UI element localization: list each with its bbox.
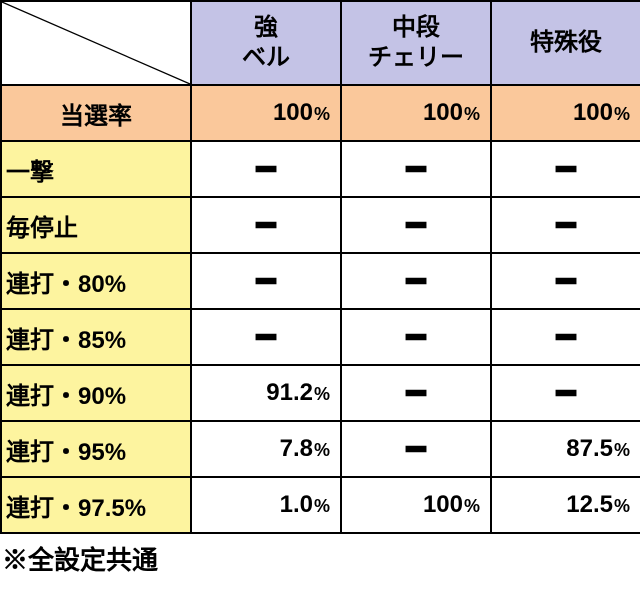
table-cell: ━ [341, 141, 491, 197]
percent-unit: % [314, 440, 330, 460]
cell-number: 12.5 [566, 491, 613, 518]
col-header-1-line2: チェリー [368, 44, 464, 71]
percent-unit: % [614, 496, 630, 516]
cell-number: 7.8 [280, 435, 313, 462]
table-cell: 100% [491, 85, 640, 141]
table-cell: ━ [341, 421, 491, 477]
table-cell: 1.0% [191, 477, 341, 533]
diagonal-line-icon [2, 2, 190, 84]
table-row: 連打・95%7.8%━87.5% [1, 421, 640, 477]
col-header-1-line1: 中段 [392, 14, 440, 41]
col-header-2-line1: 特殊役 [530, 29, 602, 56]
table-cell: ━ [341, 197, 491, 253]
table-cell: ━ [491, 365, 640, 421]
row-label: 連打・85% [1, 309, 191, 365]
col-header-0: 強 ベル [191, 1, 341, 85]
table-row: 連打・97.5%1.0%100%12.5% [1, 477, 640, 533]
table-row: 連打・85%━━━ [1, 309, 640, 365]
table-cell: 91.2% [191, 365, 341, 421]
table-cell: ━ [341, 253, 491, 309]
table-cell: 12.5% [491, 477, 640, 533]
col-header-0-line1: 強 [254, 14, 278, 41]
cell-number: 100 [573, 99, 613, 126]
table-cell: ━ [491, 197, 640, 253]
footnote: ※全設定共通 [0, 534, 640, 583]
percent-unit: % [464, 104, 480, 124]
table-row: 連打・90%91.2%━━ [1, 365, 640, 421]
table-cell: ━ [341, 309, 491, 365]
table-cell: ━ [491, 253, 640, 309]
table-cell: 100% [191, 85, 341, 141]
table-cell: 7.8% [191, 421, 341, 477]
row-label: 毎停止 [1, 197, 191, 253]
row-label: 一撃 [1, 141, 191, 197]
col-header-0-line2: ベル [242, 44, 290, 71]
row-label: 連打・95% [1, 421, 191, 477]
percent-unit: % [464, 496, 480, 516]
cell-number: 1.0 [280, 491, 313, 518]
row-label: 連打・90% [1, 365, 191, 421]
percent-unit: % [314, 496, 330, 516]
table-cell: ━ [191, 309, 341, 365]
table-row: 毎停止━━━ [1, 197, 640, 253]
probability-table: 強 ベル 中段 チェリー 特殊役 当選率100%100%100%一撃━━━毎停止… [0, 0, 640, 534]
col-header-1: 中段 チェリー [341, 1, 491, 85]
header-row: 強 ベル 中段 チェリー 特殊役 [1, 1, 640, 85]
table-cell: ━ [491, 309, 640, 365]
rate-row: 当選率100%100%100% [1, 85, 640, 141]
cell-number: 87.5 [566, 435, 613, 462]
table-cell: 100% [341, 477, 491, 533]
table-row: 連打・80%━━━ [1, 253, 640, 309]
table-cell: ━ [191, 197, 341, 253]
col-header-2: 特殊役 [491, 1, 640, 85]
cell-number: 100 [423, 99, 463, 126]
table-cell: ━ [341, 365, 491, 421]
table-row: 一撃━━━ [1, 141, 640, 197]
percent-unit: % [614, 440, 630, 460]
table-cell: 87.5% [491, 421, 640, 477]
table-cell: 100% [341, 85, 491, 141]
row-label: 連打・80% [1, 253, 191, 309]
table-cell: ━ [191, 253, 341, 309]
cell-number: 91.2 [266, 379, 313, 406]
cell-number: 100 [273, 99, 313, 126]
table-cell: ━ [491, 141, 640, 197]
corner-cell [1, 1, 191, 85]
percent-unit: % [314, 104, 330, 124]
cell-number: 100 [423, 491, 463, 518]
table-cell: ━ [191, 141, 341, 197]
percent-unit: % [314, 384, 330, 404]
percent-unit: % [614, 104, 630, 124]
rate-row-label: 当選率 [1, 85, 191, 141]
row-label: 連打・97.5% [1, 477, 191, 533]
